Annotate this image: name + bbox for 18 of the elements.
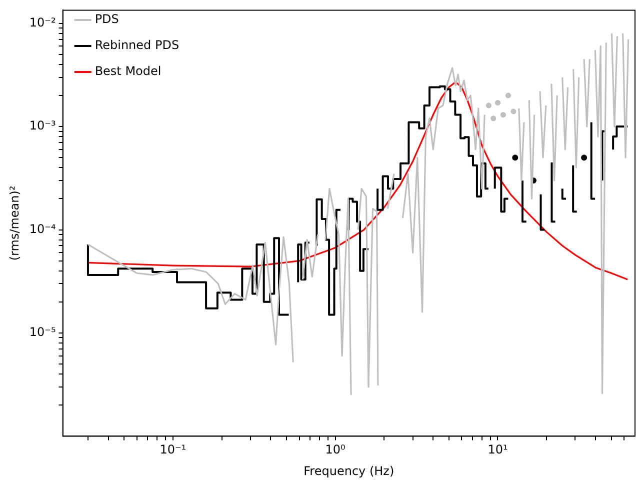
point <box>494 100 501 106</box>
y-tick-label: 10⁻⁵ <box>29 325 56 340</box>
point <box>505 92 512 98</box>
x-axis-title: Frequency (Hz) <box>304 464 394 478</box>
x-tick-label: 10⁰ <box>325 442 346 457</box>
y-tick-label: 10⁻³ <box>29 118 56 133</box>
y-axis-title: (rms/mean)² <box>7 186 22 261</box>
legend-label: PDS <box>94 12 119 26</box>
point <box>510 108 516 114</box>
point <box>500 112 506 118</box>
y-tick-label: 10⁻² <box>29 15 56 30</box>
y-tick-label: 10⁻⁴ <box>29 222 56 236</box>
point <box>486 102 492 108</box>
legend-label: Rebinned PDS <box>94 38 180 52</box>
legend-label: Best Model <box>94 64 162 78</box>
x-tick-label: 10⁻¹ <box>160 442 186 457</box>
x-tick-label: 10¹ <box>488 442 508 457</box>
point <box>490 116 496 122</box>
